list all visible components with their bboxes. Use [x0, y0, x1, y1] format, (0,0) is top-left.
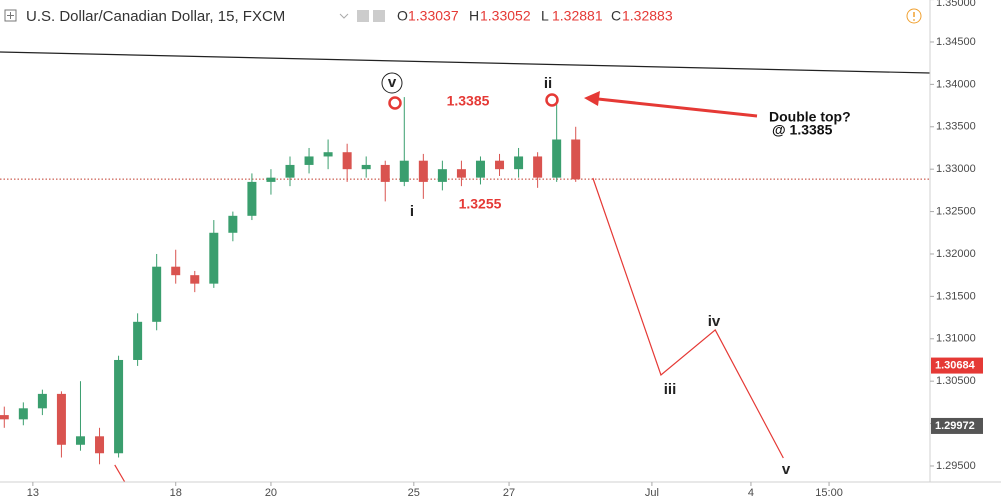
- wave-label: iii: [664, 381, 677, 398]
- candle-body: [18, 408, 28, 420]
- top-marker: [388, 96, 402, 110]
- y-tick-label: 1.34500: [936, 36, 976, 48]
- y-tick-label: 1.32000: [936, 248, 976, 260]
- chart-title: U.S. Dollar/Canadian Dollar, 15, FXCM: [26, 8, 285, 25]
- candle-body: [228, 215, 238, 233]
- ohlc-value: 1.33037: [408, 8, 459, 24]
- arrow: [597, 97, 758, 118]
- candle-body: [552, 139, 562, 178]
- note: Double top?: [769, 109, 851, 125]
- candle-body: [285, 164, 295, 178]
- candle-body: [247, 181, 257, 216]
- ohlc-value: 1.33052: [480, 8, 531, 24]
- eye-icon[interactable]: [357, 10, 369, 22]
- price-tag: [931, 417, 983, 434]
- candle-body: [323, 152, 333, 157]
- drawn-line: [0, 51, 931, 74]
- wave-label: v: [782, 461, 791, 478]
- x-tick-label: 4: [748, 487, 754, 499]
- ohlc-value: 1.32883: [622, 8, 673, 24]
- x-tick-label: 27: [503, 487, 515, 499]
- top-marker: [545, 93, 559, 107]
- candle-body: [437, 169, 447, 182]
- price-tag: [931, 357, 983, 374]
- x-tick-label: 25: [408, 487, 420, 499]
- candle-body: [380, 164, 390, 182]
- candle-body: [571, 139, 581, 180]
- plot: [0, 51, 931, 483]
- candle-body: [342, 152, 352, 170]
- wave-label: i: [410, 203, 414, 220]
- drawn-line: [592, 177, 784, 459]
- ohlc-value: 1.32881: [552, 8, 603, 24]
- note: @ 1.3385: [772, 122, 833, 138]
- settings-icon[interactable]: [373, 10, 385, 22]
- wave-label: iv: [708, 313, 721, 330]
- y-tick-label: 1.33000: [936, 163, 976, 175]
- y-tick-label: 1.29500: [936, 460, 976, 472]
- candle-body: [399, 160, 409, 182]
- level-label: 1.3385: [447, 93, 490, 109]
- ohlc-key: C: [611, 8, 621, 24]
- candle-body: [533, 156, 543, 178]
- candle-body: [190, 275, 200, 284]
- y-tick-label: 1.33500: [936, 121, 976, 133]
- y-tick-label: 1.32500: [936, 205, 976, 217]
- y-tick-label: 1.31000: [936, 333, 976, 345]
- candle-body: [514, 156, 524, 170]
- candle-body: [495, 160, 505, 170]
- candle-body: [361, 164, 371, 170]
- drawn-line: [114, 464, 126, 483]
- candle-body: [475, 160, 485, 178]
- candle-body: [133, 321, 143, 360]
- price-tag-label: 1.29972: [935, 420, 975, 432]
- candle-body: [171, 266, 181, 276]
- alert-icon[interactable]: [906, 8, 922, 24]
- x-tick-label: 15:00: [815, 487, 843, 499]
- expand-icon[interactable]: [4, 9, 17, 22]
- ohlc-key: H: [469, 8, 479, 24]
- ohlc-key: L: [541, 8, 549, 24]
- price-tag-label: 1.30684: [935, 359, 976, 371]
- y-tick-label: 1.31500: [936, 290, 976, 302]
- candle-body: [418, 160, 428, 182]
- candle-body: [304, 156, 314, 165]
- candle-body: [456, 169, 466, 178]
- candle-body: [114, 359, 124, 454]
- x-tick-label: Jul: [645, 487, 659, 499]
- level-label: 1.3255: [459, 196, 502, 212]
- arrow-head: [584, 91, 600, 106]
- candle-body: [56, 393, 66, 445]
- x-tick-label: 20: [265, 487, 277, 499]
- x-tick-label: 18: [170, 487, 182, 499]
- candle-body: [75, 436, 85, 445]
- candle-body: [0, 415, 9, 420]
- y-tick-label: 1.30500: [936, 375, 976, 387]
- ohlc-key: O: [397, 8, 408, 24]
- dropdown-icon[interactable]: [339, 13, 349, 19]
- candle-body: [95, 436, 105, 454]
- alert-icon: [913, 19, 915, 21]
- candle-body: [37, 393, 47, 409]
- x-tick-label: 13: [27, 487, 39, 499]
- wave-circle: [381, 72, 403, 94]
- y-tick-label: 1.34000: [936, 78, 976, 90]
- candle-body: [152, 266, 162, 322]
- wave-label: ii: [544, 75, 552, 92]
- y-tick-label: 1.35000: [936, 0, 976, 9]
- wave-label: v: [388, 74, 397, 91]
- candle-body: [266, 177, 276, 182]
- candle-body: [209, 232, 219, 284]
